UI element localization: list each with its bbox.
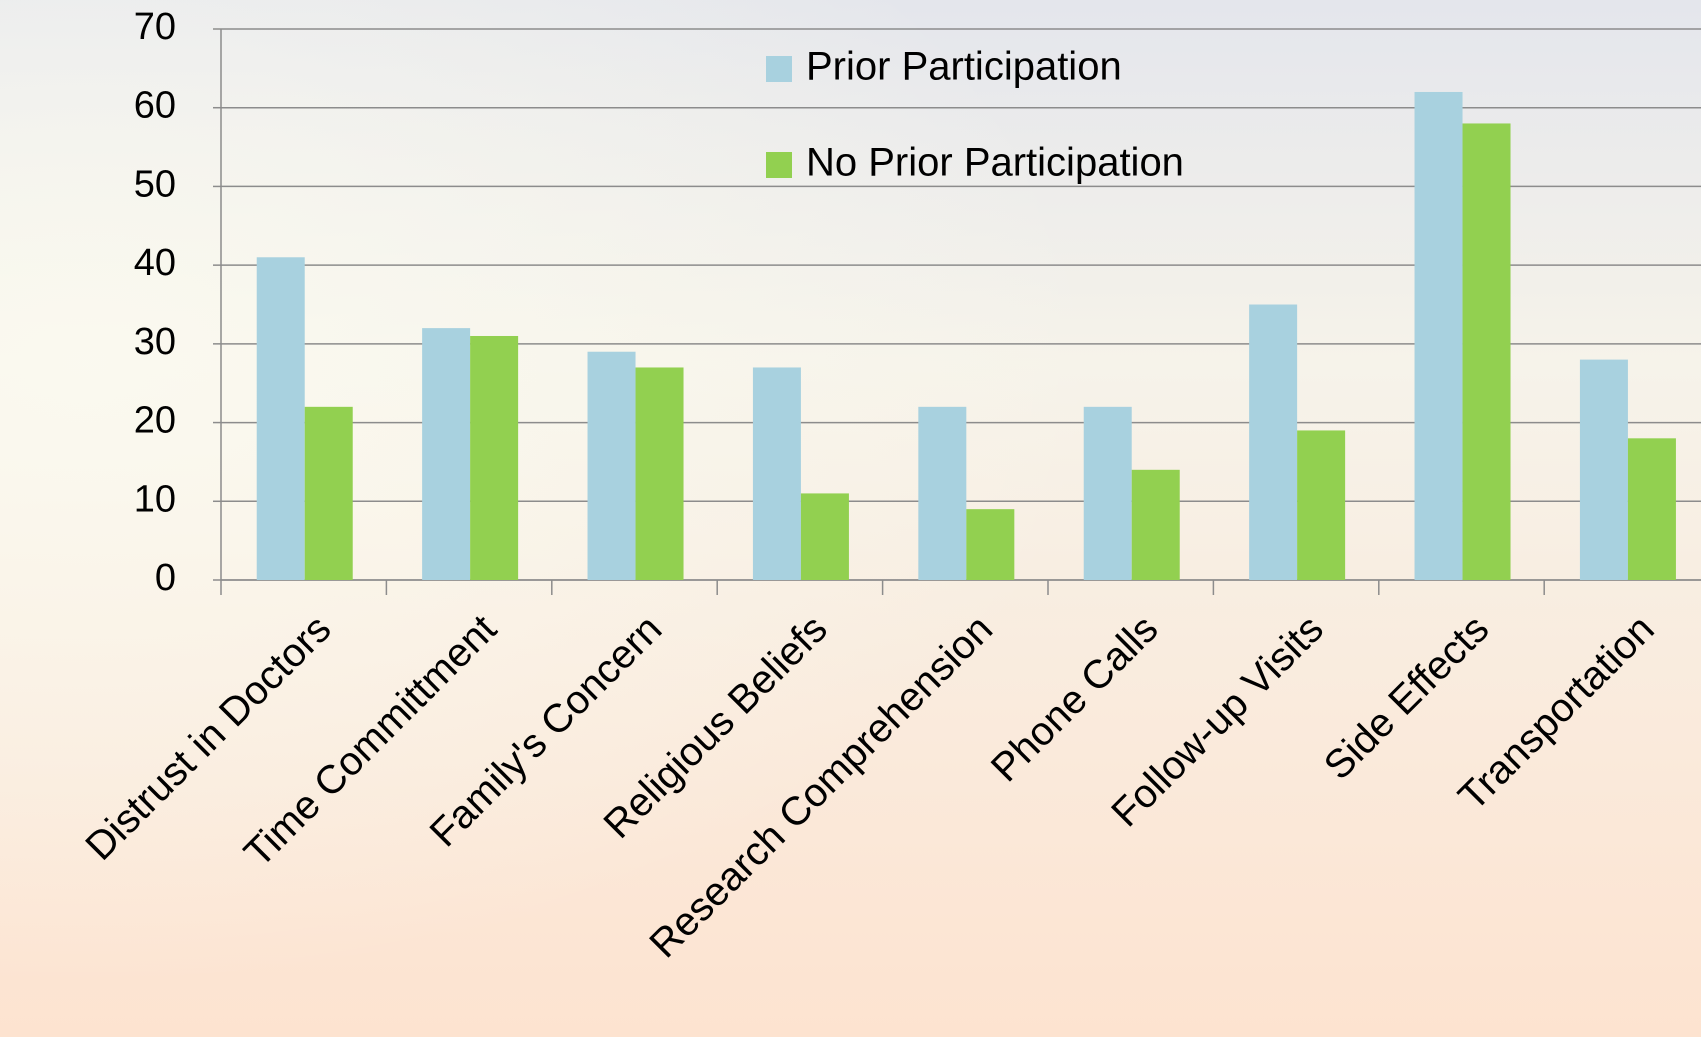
bar bbox=[1297, 430, 1346, 580]
bar bbox=[1083, 406, 1132, 580]
legend-label: Prior Participation bbox=[806, 45, 1122, 89]
bar bbox=[1462, 123, 1511, 580]
bar bbox=[256, 257, 305, 580]
y-tick-label: 40 bbox=[134, 242, 176, 284]
bar bbox=[1579, 359, 1628, 580]
bar bbox=[422, 328, 471, 580]
bar bbox=[752, 367, 801, 580]
y-tick-label: 50 bbox=[134, 163, 176, 205]
bar bbox=[635, 367, 684, 580]
y-tick-label: 20 bbox=[134, 400, 176, 442]
y-tick-label: 10 bbox=[134, 478, 176, 520]
bar bbox=[1249, 304, 1298, 580]
legend-swatch bbox=[766, 56, 792, 82]
y-tick-label: 70 bbox=[134, 6, 176, 48]
legend-label: No Prior Participation bbox=[806, 141, 1184, 185]
bar bbox=[918, 406, 967, 580]
bar bbox=[304, 406, 353, 580]
legend-swatch bbox=[766, 152, 792, 178]
y-tick-label: 0 bbox=[155, 557, 176, 599]
bar bbox=[1627, 438, 1676, 580]
bar bbox=[470, 335, 519, 580]
bar bbox=[1414, 91, 1463, 580]
y-tick-label: 60 bbox=[134, 85, 176, 127]
bar bbox=[800, 493, 849, 580]
bar bbox=[587, 351, 636, 580]
y-tick-label: 30 bbox=[134, 321, 176, 363]
bar bbox=[1131, 469, 1180, 580]
bar bbox=[966, 509, 1015, 580]
